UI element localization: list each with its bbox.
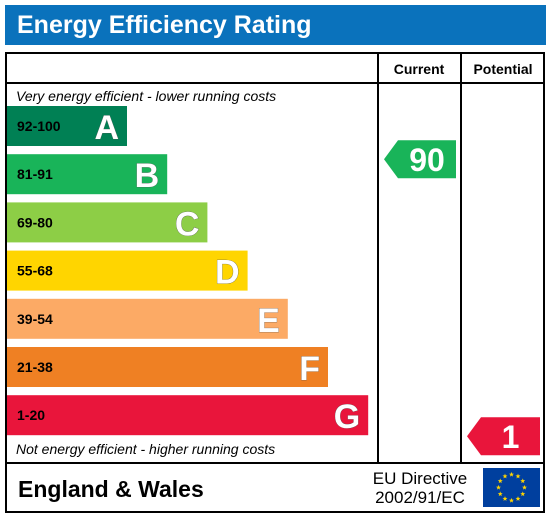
region-label: England & Wales [18, 476, 204, 502]
potential-rating-arrow-shape [467, 417, 540, 456]
directive-line-1: EU Directive [373, 469, 467, 488]
band-letter-b: B [135, 157, 160, 195]
band-bar-a [7, 106, 127, 146]
directive-line-2: 2002/91/EC [375, 488, 465, 507]
eu-flag-icon [483, 468, 540, 507]
band-bar-g [7, 395, 369, 436]
eu-star-icon [496, 484, 501, 490]
band-range-g: 1-20 [17, 407, 45, 423]
band-range-d: 55-68 [17, 263, 53, 279]
rating-indicators: 90 1 [384, 140, 540, 456]
band-d: 55-68 D [7, 250, 248, 292]
top-note: Very energy efficient - lower running co… [16, 88, 276, 104]
band-range-a: 92-100 [17, 118, 61, 134]
bottom-note: Not energy efficient - higher running co… [16, 441, 275, 457]
band-g: 1-20 G [7, 395, 369, 437]
rating-bands: 92-100 A 81-91 B 69-80 C 55-68 D 39-54 E 21-38 F 1-2… [7, 106, 369, 437]
band-letter-d: D [215, 254, 240, 292]
band-b: 81-91 B [7, 154, 168, 195]
eu-star-icon [509, 471, 514, 477]
band-letter-e: E [257, 302, 280, 340]
band-letter-a: A [94, 109, 119, 147]
band-letter-g: G [334, 398, 360, 436]
band-e: 39-54 E [7, 298, 288, 340]
eu-star-icon [515, 496, 521, 501]
current-header: Current [394, 61, 445, 77]
band-bar-b [7, 154, 168, 195]
eu-star-icon [497, 491, 503, 497]
band-a: 92-100 A [7, 106, 127, 147]
eu-star-icon [522, 484, 527, 490]
band-bar-f [7, 347, 328, 387]
band-letter-f: F [299, 350, 320, 388]
band-range-e: 39-54 [17, 311, 53, 327]
title-bar: Energy Efficiency Rating [5, 5, 546, 45]
eu-star-icon [515, 473, 521, 479]
band-range-b: 81-91 [17, 166, 53, 182]
current-rating-arrow-shape [384, 140, 456, 179]
potential-rating-arrow: 1 [467, 417, 540, 456]
eu-star-icon [502, 496, 508, 501]
band-c: 69-80 C [7, 202, 208, 244]
band-bar-c [7, 202, 208, 243]
eu-star-icon [520, 491, 526, 497]
current-rating-value: 90 [409, 142, 445, 178]
band-letter-c: C [175, 205, 200, 243]
eu-star-icon [497, 478, 503, 484]
band-range-c: 69-80 [17, 214, 53, 230]
chart-frame [5, 52, 545, 513]
potential-header: Potential [473, 61, 532, 77]
page-title: Energy Efficiency Rating [17, 11, 312, 39]
band-f: 21-38 F [7, 347, 328, 388]
band-range-f: 21-38 [17, 359, 53, 375]
current-rating-arrow: 90 [384, 140, 456, 179]
band-bar-d [7, 250, 248, 291]
eu-star-icon [509, 497, 514, 503]
eu-star-icon [502, 473, 508, 479]
potential-rating-value: 1 [502, 419, 520, 455]
band-bar-e [7, 298, 288, 339]
eu-star-icon [520, 478, 526, 484]
